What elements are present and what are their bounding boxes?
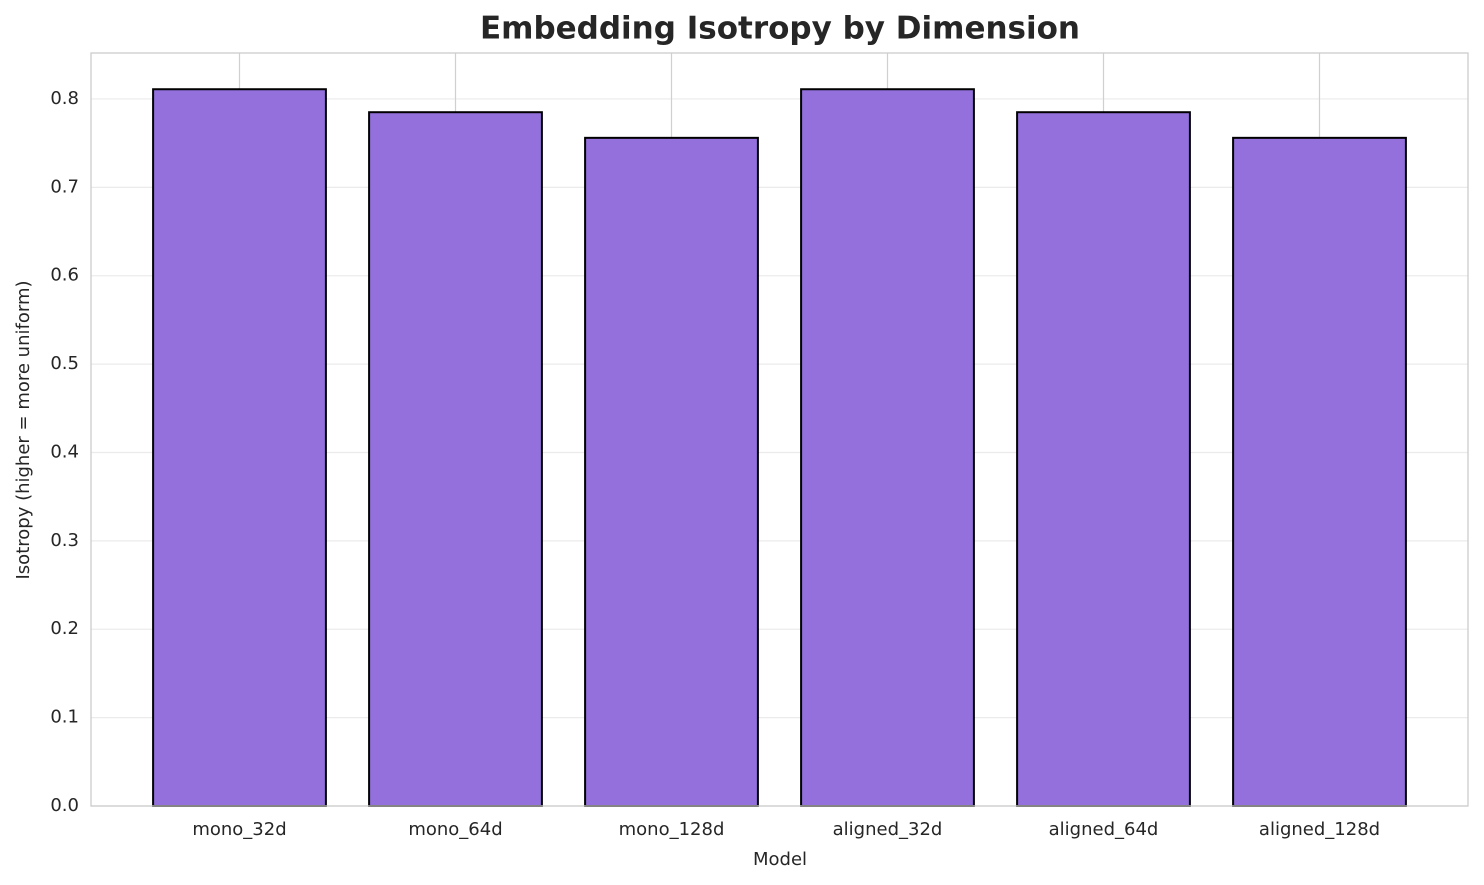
bar	[800, 88, 975, 808]
y-tick-label: 0.3	[50, 530, 79, 551]
y-tick-label: 0.6	[50, 265, 79, 286]
y-tick-label: 0.7	[50, 176, 79, 197]
y-tick-label: 0.4	[50, 441, 79, 462]
y-tick-label: 0.0	[50, 795, 79, 816]
y-axis-label: Isotropy (higher = more uniform)	[13, 281, 34, 580]
x-tick-label: aligned_64d	[1049, 819, 1159, 840]
x-tick-label: mono_64d	[408, 819, 502, 840]
x-tick-label: aligned_32d	[833, 819, 943, 840]
bar	[1232, 136, 1407, 807]
y-tick-label: 0.2	[50, 618, 79, 639]
y-tick-label: 0.8	[50, 88, 79, 109]
bars	[152, 88, 1407, 808]
x-axis-label: Model	[753, 849, 807, 870]
bar	[152, 88, 327, 808]
bar	[584, 136, 759, 807]
x-tick-label: mono_32d	[192, 819, 286, 840]
chart-title: Embedding Isotropy by Dimension	[480, 11, 1080, 47]
bar	[368, 111, 543, 808]
plot-frame	[90, 52, 1469, 807]
y-tick-label: 0.1	[50, 707, 79, 728]
bar	[1016, 111, 1191, 808]
x-tick-label: mono_128d	[619, 819, 725, 840]
y-tick-label: 0.5	[50, 353, 79, 374]
x-tick-label: aligned_128d	[1259, 819, 1380, 840]
